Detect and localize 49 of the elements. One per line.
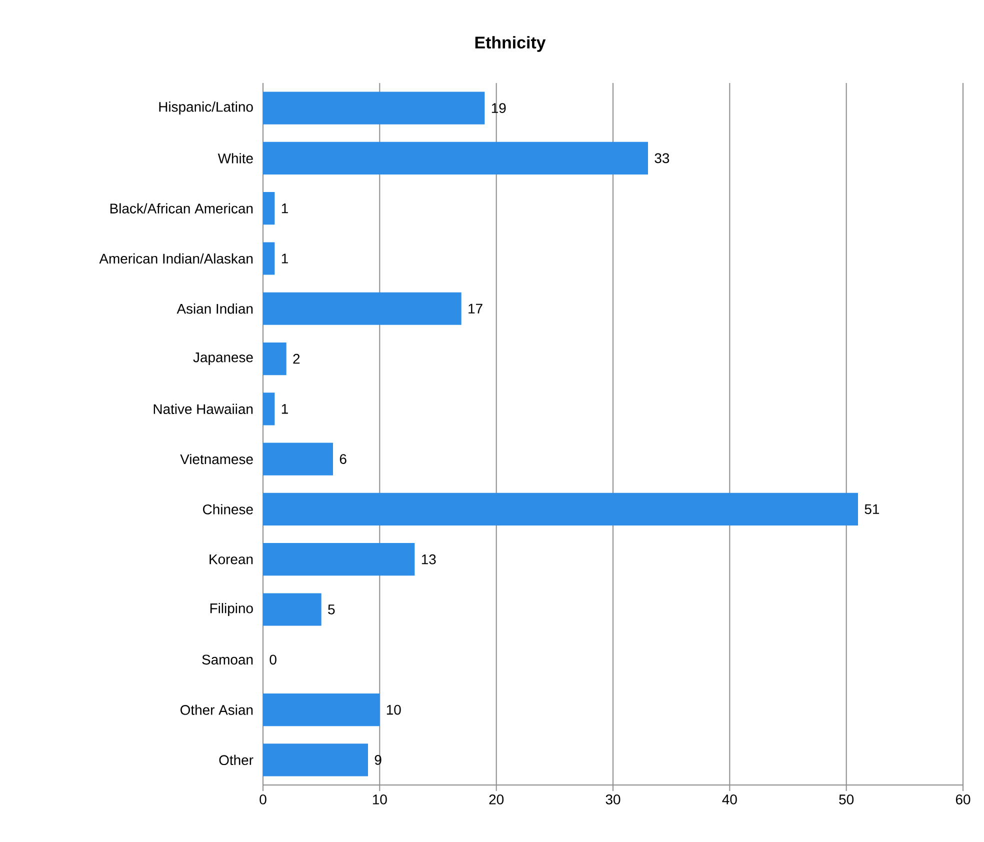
data-label: 1	[282, 254, 288, 264]
data-label: 33	[654, 153, 670, 164]
x-tick-label: 0	[260, 794, 266, 804]
bar	[263, 492, 858, 526]
data-label: 51	[864, 504, 880, 514]
x-tick-label: 20	[489, 794, 504, 804]
y-tick-label: American Indian/Alaskan	[99, 253, 253, 264]
data-label: 10	[386, 704, 401, 715]
bar	[263, 543, 415, 576]
bar	[263, 292, 462, 325]
y-tick-label: Samoan	[202, 654, 253, 665]
y-tick-label: Other Asian	[180, 704, 253, 715]
data-label: 0	[270, 654, 276, 665]
y-tick-label: Other	[219, 754, 254, 766]
bar	[263, 142, 648, 175]
data-label: 2	[293, 354, 300, 364]
data-label: 13	[422, 554, 436, 564]
data-label: 19	[492, 103, 506, 114]
y-tick-label: Hispanic/Latino	[159, 102, 253, 115]
x-tick-label: 40	[722, 794, 737, 804]
x-tick-label: 10	[372, 794, 387, 804]
data-label: 6	[340, 454, 346, 464]
y-tick-label: Chinese	[203, 504, 253, 514]
data-label: 1	[282, 404, 288, 414]
data-label: 1	[282, 204, 288, 214]
y-tick-label: White	[218, 153, 253, 164]
bar	[263, 593, 322, 626]
y-tick-label: Filipino	[210, 602, 253, 616]
y-tick-label: Japanese	[193, 352, 253, 366]
y-tick-label: Black/African American	[110, 203, 253, 214]
y-tick-label: Korean	[210, 554, 253, 564]
y-tick-label: Asian Indian	[176, 304, 253, 314]
x-tick-label: 30	[606, 794, 620, 804]
bar	[263, 744, 368, 776]
bar	[263, 192, 275, 225]
bar	[263, 242, 275, 275]
chart-title: Ethnicity	[475, 36, 546, 52]
bar	[263, 392, 275, 426]
y-tick-label: Native Hawaiian	[154, 404, 253, 414]
data-label: 9	[374, 754, 382, 765]
bar	[263, 92, 485, 124]
data-label: 17	[468, 304, 482, 314]
bar	[263, 342, 286, 376]
x-tick-label: 60	[956, 794, 970, 804]
y-tick-label: Vietnamese	[180, 454, 253, 464]
bar	[263, 442, 334, 476]
x-tick-label: 50	[839, 794, 854, 804]
bar	[263, 693, 380, 726]
data-label: 5	[328, 604, 335, 614]
